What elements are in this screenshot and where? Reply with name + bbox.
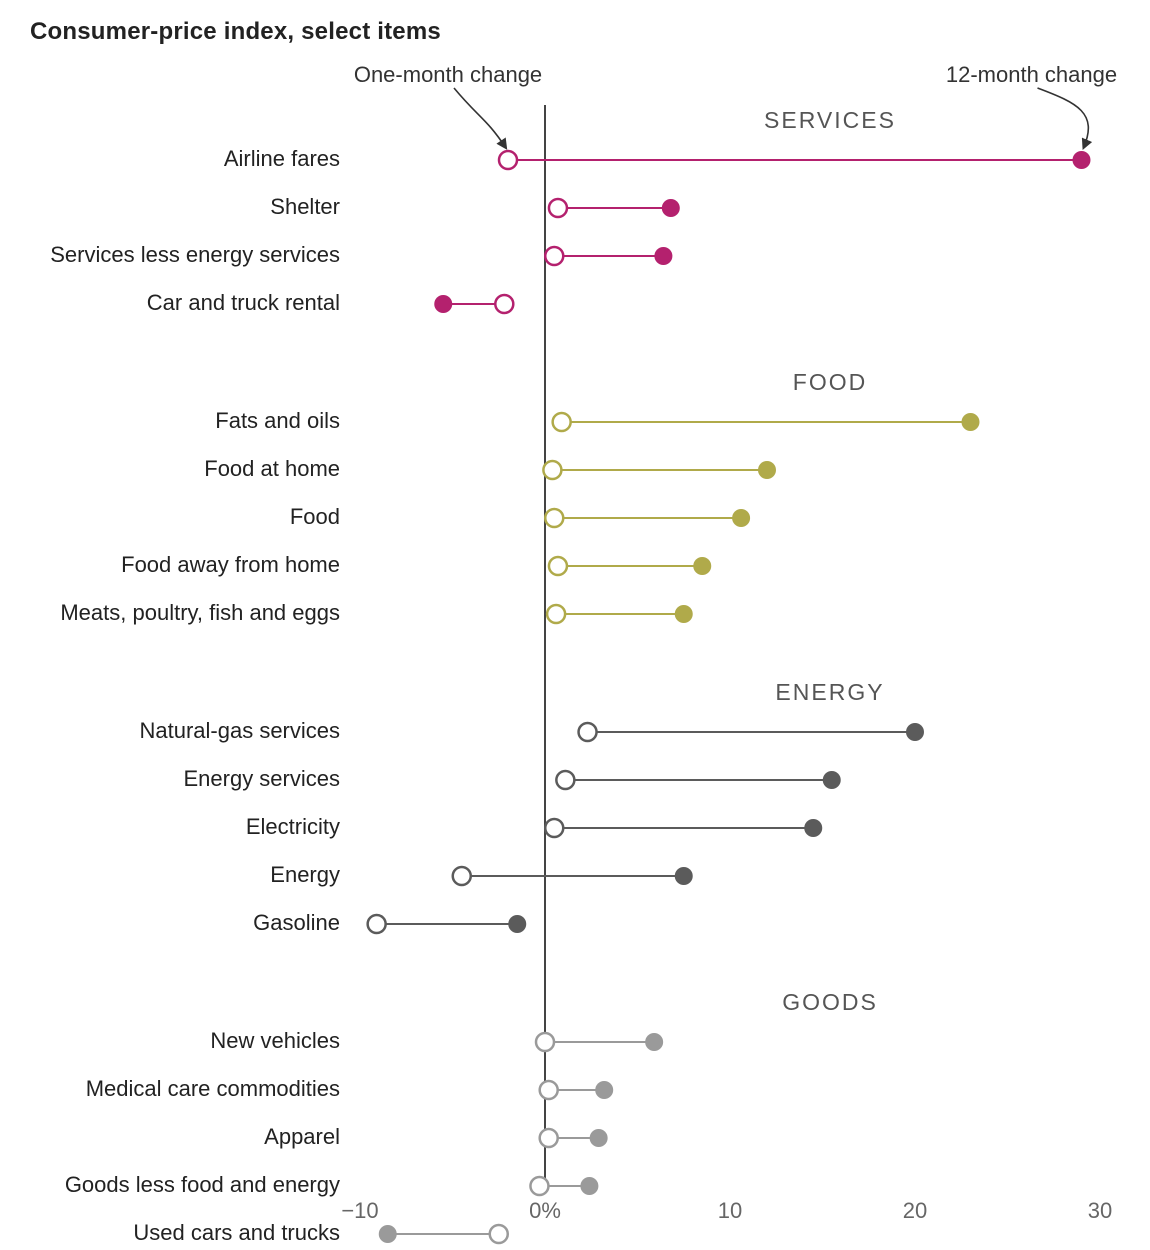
twelve-month-marker xyxy=(590,1129,608,1147)
twelve-month-marker xyxy=(732,509,750,527)
one-month-marker xyxy=(545,509,563,527)
one-month-marker xyxy=(549,557,567,575)
twelve-month-marker xyxy=(654,247,672,265)
twelve-month-marker xyxy=(804,819,822,837)
one-month-marker xyxy=(490,1225,508,1243)
twelve-month-marker xyxy=(675,867,693,885)
section-label: ENERGY xyxy=(775,679,884,705)
one-month-marker xyxy=(553,413,571,431)
one-month-marker xyxy=(543,461,561,479)
one-month-marker xyxy=(547,605,565,623)
row-label: Meats, poultry, fish and eggs xyxy=(60,600,340,625)
row-label: Food at home xyxy=(204,456,340,481)
row-label: Car and truck rental xyxy=(147,290,340,315)
twelve-month-marker xyxy=(645,1033,663,1051)
one-month-marker xyxy=(530,1177,548,1195)
row-label: Food away from home xyxy=(121,552,340,577)
section-label: FOOD xyxy=(793,369,867,395)
one-month-marker xyxy=(579,723,597,741)
x-axis-tick-label: 30 xyxy=(1088,1198,1112,1223)
one-month-marker xyxy=(556,771,574,789)
twelve-month-marker xyxy=(693,557,711,575)
one-month-marker xyxy=(540,1081,558,1099)
row-label: Apparel xyxy=(264,1124,340,1149)
twelve-month-marker xyxy=(434,295,452,313)
row-label: Natural-gas services xyxy=(139,718,340,743)
one-month-marker xyxy=(495,295,513,313)
one-month-marker xyxy=(499,151,517,169)
one-month-marker xyxy=(545,819,563,837)
cpi-dumbbell-chart: Consumer-price index, select items −10 0%… xyxy=(0,0,1150,1250)
x-axis-tick-label: 10 xyxy=(718,1198,742,1223)
annotation-arrow xyxy=(1038,88,1089,148)
twelve-month-marker xyxy=(906,723,924,741)
twelve-month-marker xyxy=(595,1081,613,1099)
twelve-month-marker xyxy=(823,771,841,789)
row-label: Energy services xyxy=(183,766,340,791)
one-month-marker xyxy=(368,915,386,933)
twelve-month-marker xyxy=(675,605,693,623)
row-label: Goods less food and energy xyxy=(65,1172,340,1197)
twelve-month-marker xyxy=(1073,151,1091,169)
row-label: New vehicles xyxy=(210,1028,340,1053)
row-label: Used cars and trucks xyxy=(133,1220,340,1245)
x-axis-tick-label: −10 xyxy=(341,1198,378,1223)
row-label: Airline fares xyxy=(224,146,340,171)
one-month-marker xyxy=(536,1033,554,1051)
row-label: Medical care commodities xyxy=(86,1076,340,1101)
annotation-twelve-month: 12-month change xyxy=(946,62,1117,87)
row-label: Shelter xyxy=(270,194,340,219)
chart-svg: −10 0% 10 20 30 SERVICES Airline fares Shelter S… xyxy=(0,0,1150,1250)
annotation-arrow xyxy=(454,88,506,148)
twelve-month-marker xyxy=(662,199,680,217)
x-axis-tick-label: 0% xyxy=(529,1198,561,1223)
one-month-marker xyxy=(453,867,471,885)
row-label: Fats and oils xyxy=(215,408,340,433)
row-label: Food xyxy=(290,504,340,529)
section-label: GOODS xyxy=(782,989,878,1015)
row-label: Energy xyxy=(270,862,340,887)
x-axis-tick-label: 20 xyxy=(903,1198,927,1223)
row-label: Electricity xyxy=(246,814,340,839)
row-label: Gasoline xyxy=(253,910,340,935)
one-month-marker xyxy=(540,1129,558,1147)
one-month-marker xyxy=(545,247,563,265)
twelve-month-marker xyxy=(379,1225,397,1243)
annotation-one-month: One-month change xyxy=(354,62,542,87)
twelve-month-marker xyxy=(580,1177,598,1195)
row-label: Services less energy services xyxy=(50,242,340,267)
one-month-marker xyxy=(549,199,567,217)
twelve-month-marker xyxy=(962,413,980,431)
chart-title: Consumer-price index, select items xyxy=(30,18,441,46)
twelve-month-marker xyxy=(758,461,776,479)
section-label: SERVICES xyxy=(764,107,896,133)
twelve-month-marker xyxy=(508,915,526,933)
